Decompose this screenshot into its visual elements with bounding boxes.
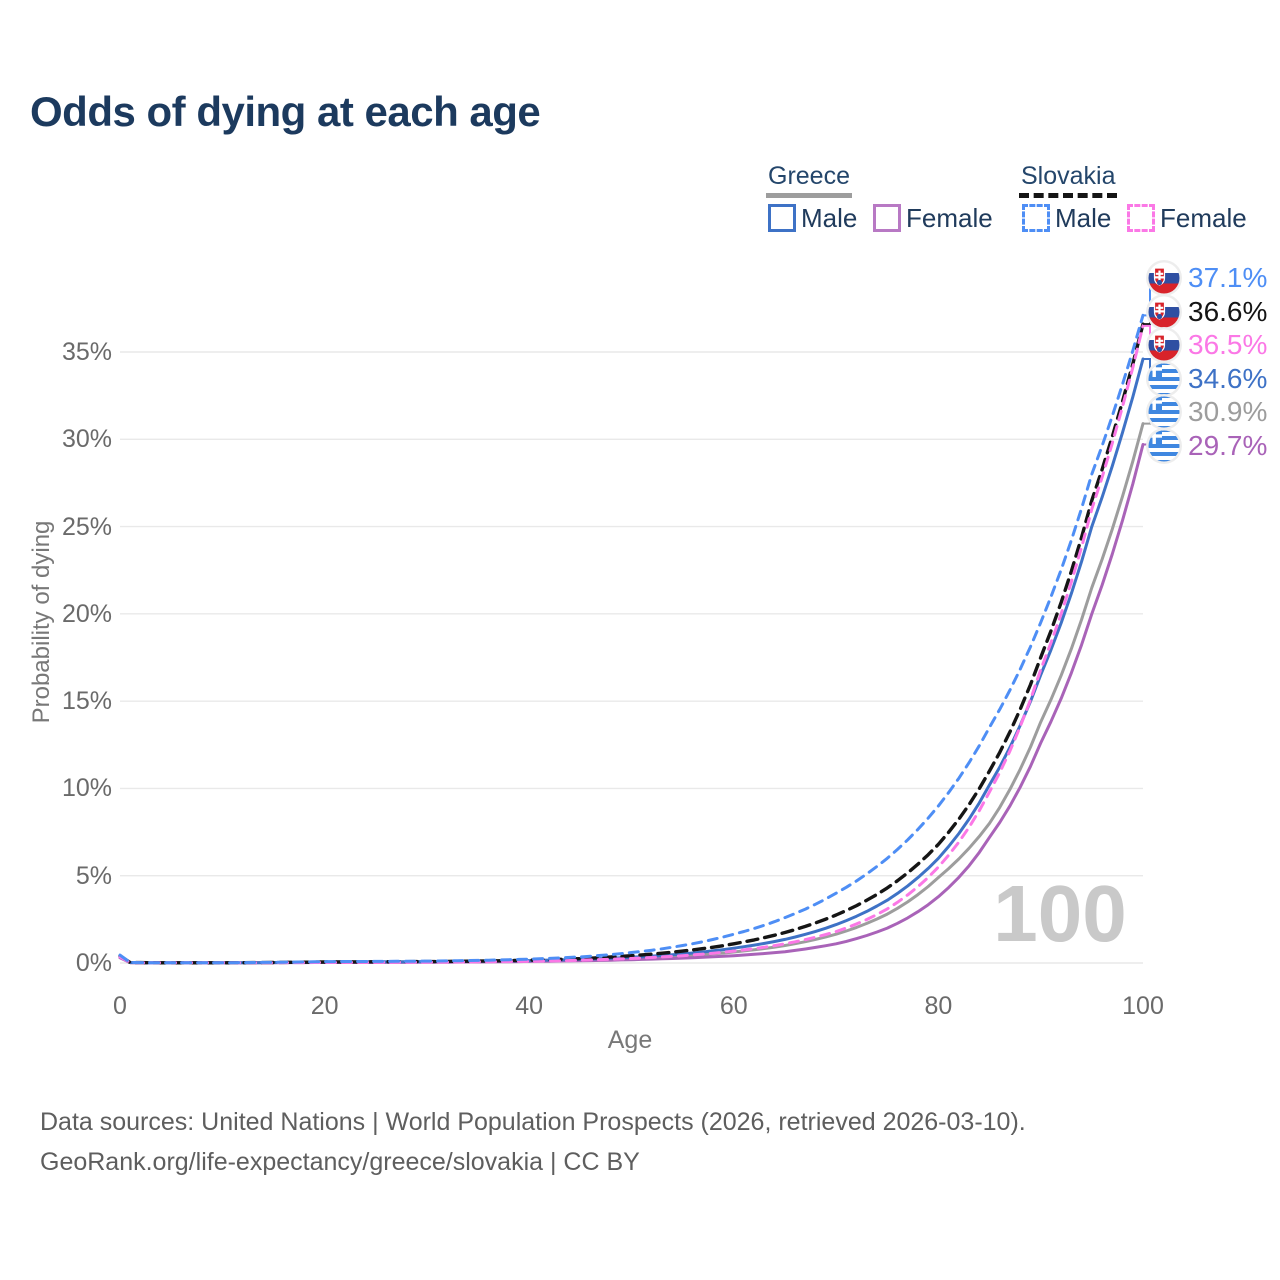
- series-line-slovakia-male[interactable]: [118, 313, 1145, 965]
- slovakia-female-swatch-icon: [1127, 204, 1155, 232]
- x-tick-20: 20: [310, 992, 339, 1020]
- end-label-greece-female[interactable]: 29.7%: [1146, 427, 1268, 464]
- y-tick-35%: 35%: [61, 338, 112, 366]
- end-label-value: 36.5%: [1188, 329, 1268, 360]
- y-tick-30%: 30%: [61, 425, 112, 454]
- slovakia-male-swatch-icon: [1022, 204, 1050, 232]
- chart-title: Odds of dying at each age: [30, 88, 541, 135]
- end-label-slovakia-male[interactable]: 37.1%: [1146, 260, 1267, 296]
- slovakia-flag-icon: [1146, 293, 1182, 330]
- greece-female-swatch-icon: [873, 204, 901, 232]
- series-line-slovakia-female[interactable]: [118, 324, 1145, 965]
- legend-group-slovakia-title[interactable]: Slovakia: [1021, 162, 1116, 190]
- legend-item-label: Male: [1055, 202, 1112, 233]
- series-line-greece-female[interactable]: [118, 443, 1145, 965]
- y-tick-15%: 15%: [61, 687, 112, 716]
- end-label-value: 36.6%: [1188, 295, 1268, 327]
- y-tick-25%: 25%: [61, 512, 112, 541]
- end-label-greece-male[interactable]: 34.6%: [1146, 360, 1268, 397]
- x-tick-100: 100: [1122, 992, 1164, 1020]
- legend-item-label: Male: [801, 202, 858, 233]
- legend-group-greece-title[interactable]: Greece: [768, 162, 850, 190]
- legend-item-slovakia-male[interactable]: Male: [1022, 202, 1112, 233]
- series-line-greece-male[interactable]: [118, 357, 1145, 965]
- greece-flag-icon: [1146, 427, 1182, 464]
- end-label-slovakia-female[interactable]: 36.5%: [1146, 327, 1267, 363]
- end-label-greece-both[interactable]: 30.9%: [1146, 394, 1267, 430]
- legend-item-label: Female: [906, 202, 993, 233]
- end-label-value: 30.9%: [1188, 396, 1268, 427]
- legend-greece-line-sample: [766, 193, 852, 198]
- slovakia-flag-icon: [1146, 327, 1182, 363]
- end-label-value: 37.1%: [1188, 262, 1268, 293]
- greece-male-swatch-icon: [768, 204, 796, 232]
- series-line-greece-both[interactable]: [118, 422, 1145, 965]
- y-tick-20%: 20%: [61, 599, 112, 628]
- x-tick-0: 0: [113, 992, 127, 1020]
- hovered-age-watermark: 100: [993, 869, 1127, 958]
- data-source-note: Data sources: United Nations | World Pop…: [40, 1108, 1026, 1136]
- end-label-value: 34.6%: [1188, 362, 1268, 394]
- greece-flag-icon: [1146, 360, 1182, 397]
- legend-item-slovakia-female[interactable]: Female: [1127, 202, 1247, 233]
- x-axis-title: Age: [607, 1026, 653, 1054]
- legend-item-greece-female[interactable]: Female: [873, 202, 993, 233]
- legend-item-label: Female: [1160, 202, 1247, 233]
- attribution-link[interactable]: GeoRank.org/life-expectancy/greece/slova…: [40, 1148, 640, 1176]
- x-tick-40: 40: [515, 992, 544, 1020]
- series-line-slovakia-both[interactable]: [118, 322, 1145, 965]
- legend-slovakia-line-sample: [1019, 193, 1117, 198]
- y-tick-5%: 5%: [75, 861, 112, 890]
- y-tick-10%: 10%: [61, 774, 112, 803]
- slovakia-flag-icon: [1146, 260, 1182, 296]
- y-tick-0%: 0%: [75, 949, 112, 977]
- legend-item-greece-male[interactable]: Male: [768, 202, 858, 233]
- x-tick-80: 80: [924, 992, 953, 1020]
- x-tick-60: 60: [719, 992, 748, 1020]
- end-label-slovakia-both[interactable]: 36.6%: [1146, 293, 1268, 330]
- greece-flag-icon: [1146, 394, 1182, 430]
- end-label-value: 29.7%: [1188, 429, 1268, 461]
